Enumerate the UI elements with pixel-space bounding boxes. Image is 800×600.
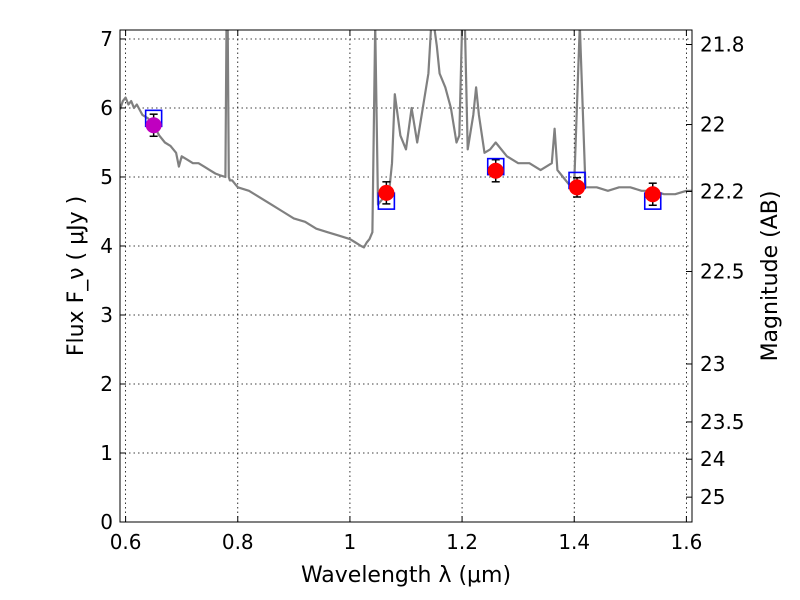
x-tick-label: 0.6: [110, 530, 142, 554]
x-tick-label: 1.4: [558, 530, 590, 554]
plot-frame: [119, 29, 693, 523]
right-tick-label: 22.2: [700, 179, 745, 203]
observed-point: [644, 186, 661, 203]
y-tick-label: 5: [100, 165, 113, 189]
observed-point: [145, 117, 162, 134]
x-tick-label: 0.8: [222, 530, 254, 554]
x-tick-label: 1.6: [670, 530, 702, 554]
right-tick-label: 23: [700, 352, 725, 376]
y-tick-label: 4: [100, 234, 113, 258]
y-tick-label: 0: [100, 510, 113, 534]
y-tick-label: 2: [100, 372, 113, 396]
y-tick-label: 1: [100, 441, 113, 465]
right-tick-label: 22: [700, 113, 725, 137]
right-tick-label: 23.5: [700, 410, 745, 434]
right-tick-label: 22.5: [700, 260, 745, 284]
x-tick-label: 1: [344, 530, 357, 554]
model-spectrum-line: [120, 30, 692, 249]
y-axis-label: Flux F_ν ( μJy ): [64, 196, 89, 356]
x-axis-label: Wavelength λ (μm): [301, 563, 511, 588]
right-tick-label: 24: [700, 447, 725, 471]
observed-point: [378, 184, 395, 201]
right-axis-label: Magnitude (AB): [758, 191, 783, 362]
x-tick-label: 1.2: [446, 530, 478, 554]
y-tick-label: 6: [100, 96, 113, 120]
y-tick-label: 3: [100, 303, 113, 327]
y-tick-label: 7: [100, 27, 113, 51]
right-tick-label: 25: [700, 485, 725, 509]
observed-point: [487, 162, 504, 179]
observed-point: [569, 179, 586, 196]
right-tick-label: 21.8: [700, 32, 745, 56]
grid-lines: [120, 30, 692, 523]
plot-marks: [120, 30, 692, 249]
